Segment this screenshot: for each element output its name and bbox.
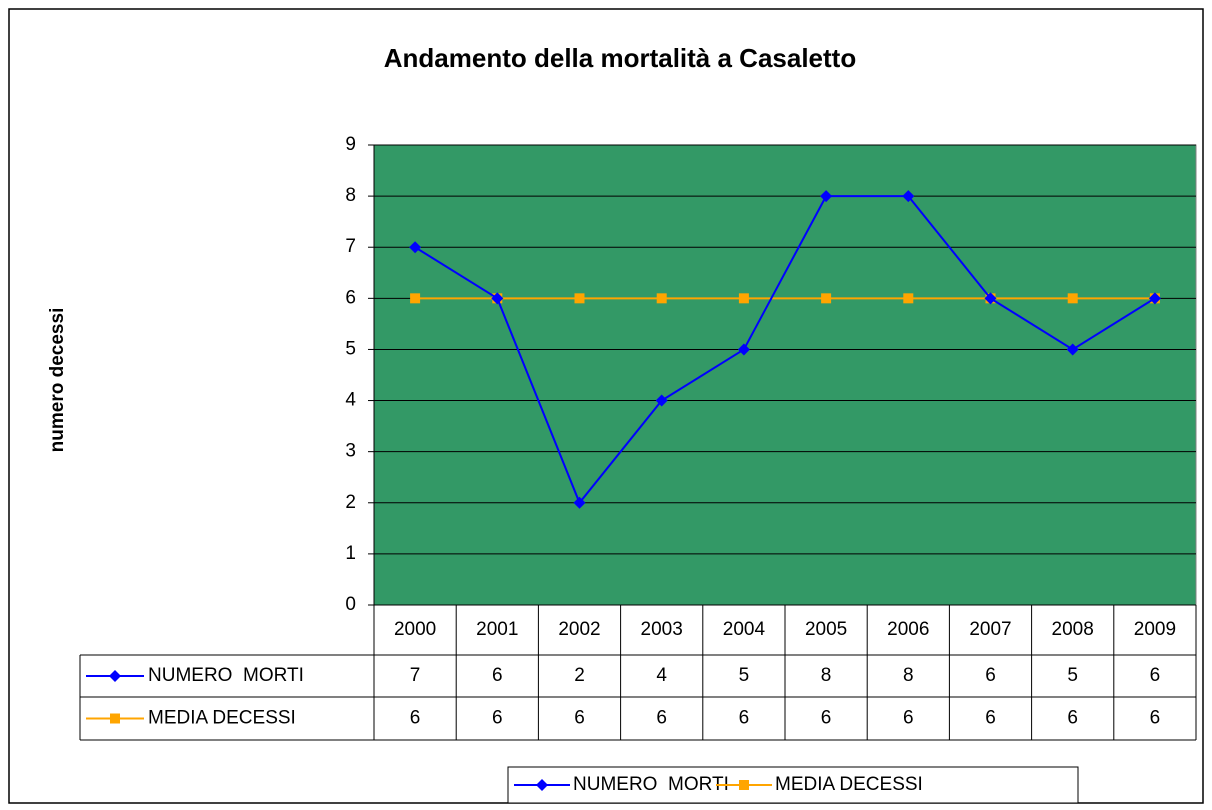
legend-box (507, 766, 1079, 804)
table-cell: 6 (656, 708, 667, 729)
series-marker (655, 394, 668, 407)
y-axis-label: numero decessi (47, 308, 68, 453)
table-legend-marker (109, 670, 121, 682)
y-tick-label: 3 (345, 441, 356, 462)
x-tick-label: 2009 (1134, 619, 1176, 640)
series-marker (903, 293, 914, 304)
table-cell: 6 (410, 708, 421, 729)
x-tick-label: 2000 (394, 619, 436, 640)
x-tick-label: 2005 (805, 619, 847, 640)
series-marker (1067, 293, 1078, 304)
table-cell: 6 (985, 665, 996, 686)
table-cell: 6 (1150, 665, 1161, 686)
x-tick-label: 2006 (887, 619, 929, 640)
legend-marker (739, 780, 749, 790)
table-cell: 6 (739, 708, 750, 729)
y-tick-label: 7 (345, 236, 356, 257)
table-cell: 6 (821, 708, 832, 729)
series-marker (738, 293, 749, 304)
series-line (414, 195, 1156, 505)
series-marker (410, 293, 421, 304)
table-cell: 6 (492, 708, 503, 729)
y-tick-label: 0 (345, 594, 356, 615)
y-tick-label: 9 (345, 134, 356, 155)
y-tick-label: 6 (345, 287, 356, 308)
x-tick-label: 2003 (641, 619, 683, 640)
series-marker (984, 292, 997, 305)
chart-title: Andamento della mortalità a Casaletto (384, 43, 856, 73)
table-cell: 7 (410, 665, 421, 686)
series-marker (902, 190, 915, 203)
table-cell: 6 (1150, 708, 1161, 729)
table-row-label: MEDIA DECESSI (148, 708, 296, 729)
series-marker (820, 190, 833, 203)
series-marker (737, 343, 750, 356)
series-marker (1148, 292, 1161, 305)
x-tick-label: 2002 (558, 619, 600, 640)
table-cell: 5 (739, 665, 750, 686)
y-tick-label: 2 (345, 492, 356, 513)
table-cell: 6 (1067, 708, 1078, 729)
table-cell: 6 (574, 708, 585, 729)
plot-area (373, 144, 1197, 606)
x-tick-label: 2008 (1052, 619, 1094, 640)
series-marker (491, 292, 504, 305)
series-marker (409, 241, 422, 254)
table-legend-marker (110, 713, 120, 724)
series-marker (574, 293, 585, 304)
series-marker (656, 293, 667, 304)
table-cell: 6 (985, 708, 996, 729)
legend-label: NUMERO MORTI (573, 774, 729, 795)
y-tick-label: 8 (345, 185, 356, 206)
table-cell: 5 (1067, 665, 1078, 686)
series-marker (573, 496, 586, 509)
table-row-label: NUMERO MORTI (148, 665, 304, 686)
legend-marker (536, 779, 548, 791)
x-tick-label: 2007 (969, 619, 1011, 640)
y-tick-label: 4 (345, 390, 356, 411)
table-cell: 2 (574, 665, 585, 686)
series-marker (821, 293, 832, 304)
table-cell: 8 (903, 665, 914, 686)
table-cell: 8 (821, 665, 832, 686)
x-tick-label: 2004 (723, 619, 766, 640)
legend-label: MEDIA DECESSI (775, 774, 923, 795)
x-tick-label: 2001 (476, 619, 518, 640)
series-marker (1066, 343, 1079, 356)
y-tick-label: 5 (345, 338, 356, 359)
table-cell: 6 (903, 708, 914, 729)
y-tick-label: 1 (345, 543, 356, 564)
table-cell: 4 (656, 665, 667, 686)
table-cell: 6 (492, 665, 503, 686)
